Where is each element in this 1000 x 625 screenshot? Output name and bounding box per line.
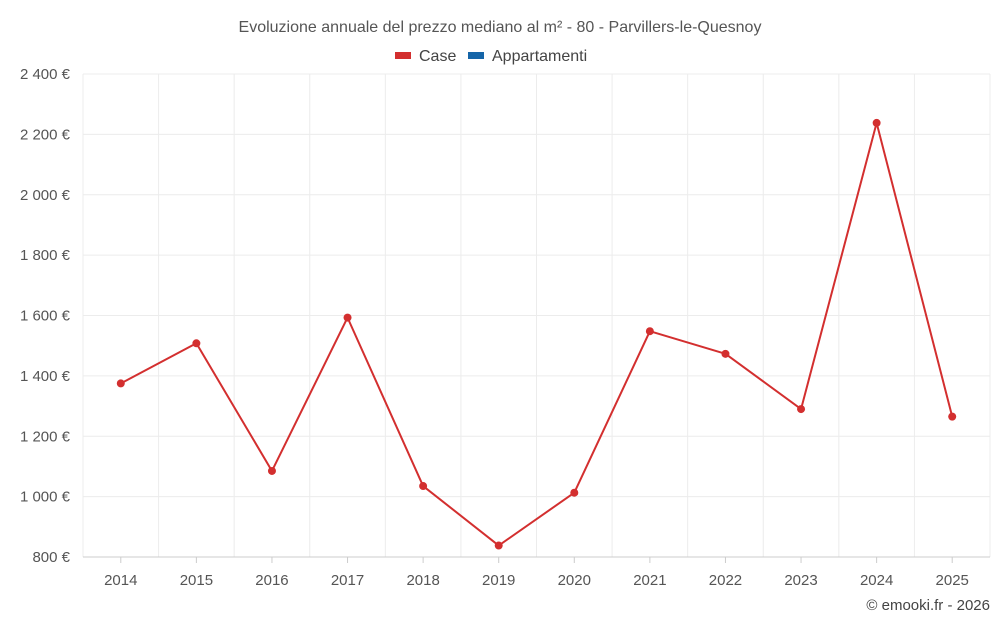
y-tick-label: 1 400 € [20,368,71,385]
legend-label-case: Case [419,48,456,65]
credit-text: © emooki.fr - 2026 [866,597,990,614]
data-point-case-2025[interactable] [948,412,957,421]
legend-item-case[interactable]: Case [395,48,456,65]
data-point-case-2016[interactable] [267,466,276,475]
data-point-case-2017[interactable] [343,313,352,322]
x-tick-label: 2015 [180,572,213,589]
y-tick-label: 800 € [32,549,70,566]
x-tick-label: 2016 [255,572,288,589]
legend: Case Appartamenti [395,48,587,65]
legend-label-appartamenti: Appartamenti [492,48,587,65]
data-point-case-2020[interactable] [570,488,579,497]
x-tick-label: 2018 [406,572,439,589]
legend-item-appartamenti[interactable]: Appartamenti [468,48,587,65]
data-point-case-2024[interactable] [872,118,881,127]
y-tick-label: 1 200 € [20,428,71,445]
y-tick-label: 2 400 € [20,66,71,83]
data-point-case-2023[interactable] [797,405,806,414]
chart-title: Evoluzione annuale del prezzo mediano al… [239,19,762,36]
grid [82,73,991,558]
x-tick-label: 2023 [784,572,817,589]
series-case [116,118,957,550]
x-axis: 2014 2015 2016 2017 2018 2019 2020 2021 2022 2023… [83,556,990,589]
x-tick-label: 2025 [936,572,969,589]
x-tick-label: 2024 [860,572,893,589]
x-tick-label: 2020 [558,572,591,589]
x-tick-label: 2017 [331,572,364,589]
y-tick-label: 1 000 € [20,489,71,506]
legend-swatch-appartamenti [468,52,484,59]
legend-swatch-case [395,52,411,59]
y-tick-label: 1 600 € [20,308,71,325]
data-point-case-2021[interactable] [645,327,654,336]
data-point-case-2015[interactable] [192,339,201,348]
data-point-case-2019[interactable] [494,541,503,550]
y-tick-label: 2 000 € [20,187,71,204]
x-tick-label: 2021 [633,572,666,589]
data-point-case-2018[interactable] [419,482,428,491]
data-point-case-2022[interactable] [721,349,730,358]
x-tick-label: 2019 [482,572,515,589]
y-axis: 800 € 1 000 € 1 200 € 1 400 € 1 600 € 1 800 €… [20,66,71,566]
series-line-case [120,121,954,547]
y-tick-label: 2 200 € [20,126,71,143]
y-tick-label: 1 800 € [20,247,71,264]
x-tick-label: 2022 [709,572,742,589]
data-point-case-2014[interactable] [116,379,125,388]
x-tick-label: 2014 [104,572,137,589]
